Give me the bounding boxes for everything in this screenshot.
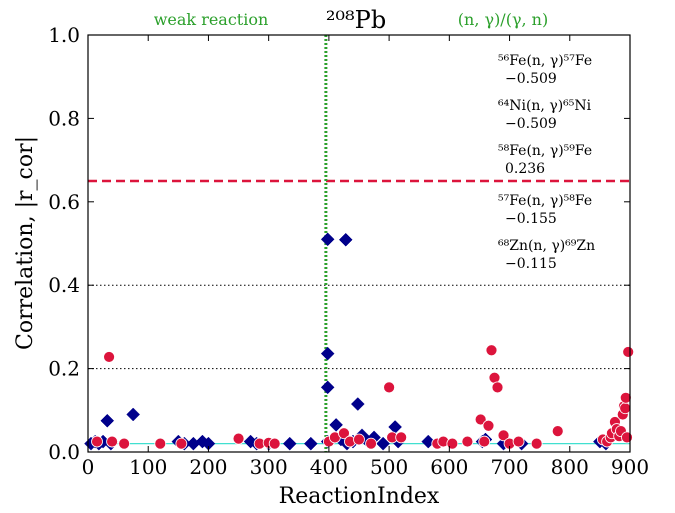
x-tick-label: 800	[551, 455, 589, 479]
x-tick-label: 700	[490, 455, 528, 479]
diamond-point	[320, 232, 335, 247]
y-axis-label: Correlation, |r_cor|	[13, 136, 38, 350]
circle-point	[175, 437, 188, 450]
x-tick-label: 400	[310, 455, 348, 479]
annotations-layer: ⁵⁶Fe(n, γ)⁵⁷Fe −0.509 ⁶⁴Ni(n, γ)⁶⁵Ni −0.509…	[498, 53, 595, 272]
circle-point	[383, 381, 396, 394]
x-tick-label: 500	[370, 455, 408, 479]
chart-title: ²⁰⁸Pb	[326, 6, 386, 34]
circle-point	[395, 431, 408, 444]
circle-point	[619, 391, 632, 404]
circle-point	[478, 435, 491, 448]
x-tick-label: 200	[189, 455, 227, 479]
ngamma-region-label: (n, γ)/(γ, n)	[458, 10, 548, 29]
y-tick-label: 0.6	[48, 190, 80, 214]
diamond-point	[329, 418, 343, 432]
diamond-point	[338, 232, 353, 247]
circle-point	[232, 432, 245, 445]
x-tick-label: 600	[430, 455, 468, 479]
circle-point	[103, 351, 115, 363]
weak-reaction-label: weak reaction	[154, 10, 269, 29]
axes-layer: 0 100 200 300 400 500 600 700 800 900 0.0 0.2 0.4 0.6…	[48, 23, 649, 479]
y-tick-label: 0.2	[48, 357, 80, 381]
diamond-point	[126, 407, 141, 422]
x-tick-label: 100	[129, 455, 167, 479]
diamond-point	[388, 420, 402, 434]
circle-point	[474, 413, 487, 426]
x-tick-label: 900	[611, 455, 649, 479]
diamond-point	[320, 346, 335, 361]
circle-point	[118, 437, 131, 450]
diamond-point	[350, 397, 365, 411]
annotation-reaction: ⁵⁷Fe(n, γ)⁵⁸Fe	[498, 193, 592, 209]
y-tick-label: 0.8	[48, 106, 80, 130]
diamond-point	[100, 413, 115, 428]
diamond-point	[303, 436, 318, 451]
circle-point	[485, 344, 498, 357]
circle-point	[154, 437, 167, 450]
circle-point	[482, 419, 495, 432]
circle-point	[497, 429, 510, 442]
circle-point	[365, 437, 377, 450]
circle-point	[512, 435, 525, 448]
marks-layer	[84, 232, 635, 451]
circle-point	[622, 346, 635, 358]
annotation-reaction: ⁵⁶Fe(n, γ)⁵⁷Fe	[498, 53, 592, 69]
circle-point	[621, 431, 633, 444]
annotation-value: 0.236	[505, 161, 545, 177]
circle-point	[268, 437, 281, 450]
annotation-reaction: ⁶⁸Zn(n, γ)⁶⁹Zn	[498, 238, 595, 254]
y-tick-label: 1.0	[48, 23, 80, 47]
circle-point	[91, 435, 103, 448]
circle-point	[530, 437, 543, 450]
circle-point	[353, 433, 365, 446]
y-tick-label: 0.0	[48, 440, 80, 464]
circle-point	[619, 402, 632, 415]
diamond-point	[320, 380, 335, 395]
y-tick-label: 0.4	[48, 273, 80, 297]
x-tick-label: 300	[250, 455, 288, 479]
annotation-reaction: ⁶⁴Ni(n, γ)⁶⁵Ni	[498, 98, 592, 114]
x-tick-label: 0	[82, 455, 95, 479]
circle-point	[491, 381, 504, 394]
x-axis-label: ReactionIndex	[279, 484, 440, 509]
plot-frame	[87, 34, 631, 453]
circle-point	[106, 435, 118, 448]
diamond-point	[282, 436, 297, 451]
circle-point	[551, 425, 564, 438]
annotation-value: −0.155	[505, 211, 557, 227]
circle-point	[461, 435, 474, 448]
annotation-reaction: ⁵⁸Fe(n, γ)⁵⁹Fe	[498, 143, 592, 159]
diamond-point	[376, 436, 390, 451]
annotation-value: −0.115	[505, 256, 557, 272]
circle-point	[338, 427, 350, 440]
annotation-value: −0.509	[505, 116, 557, 132]
annotation-value: −0.509	[505, 71, 557, 87]
circle-point	[446, 437, 459, 450]
